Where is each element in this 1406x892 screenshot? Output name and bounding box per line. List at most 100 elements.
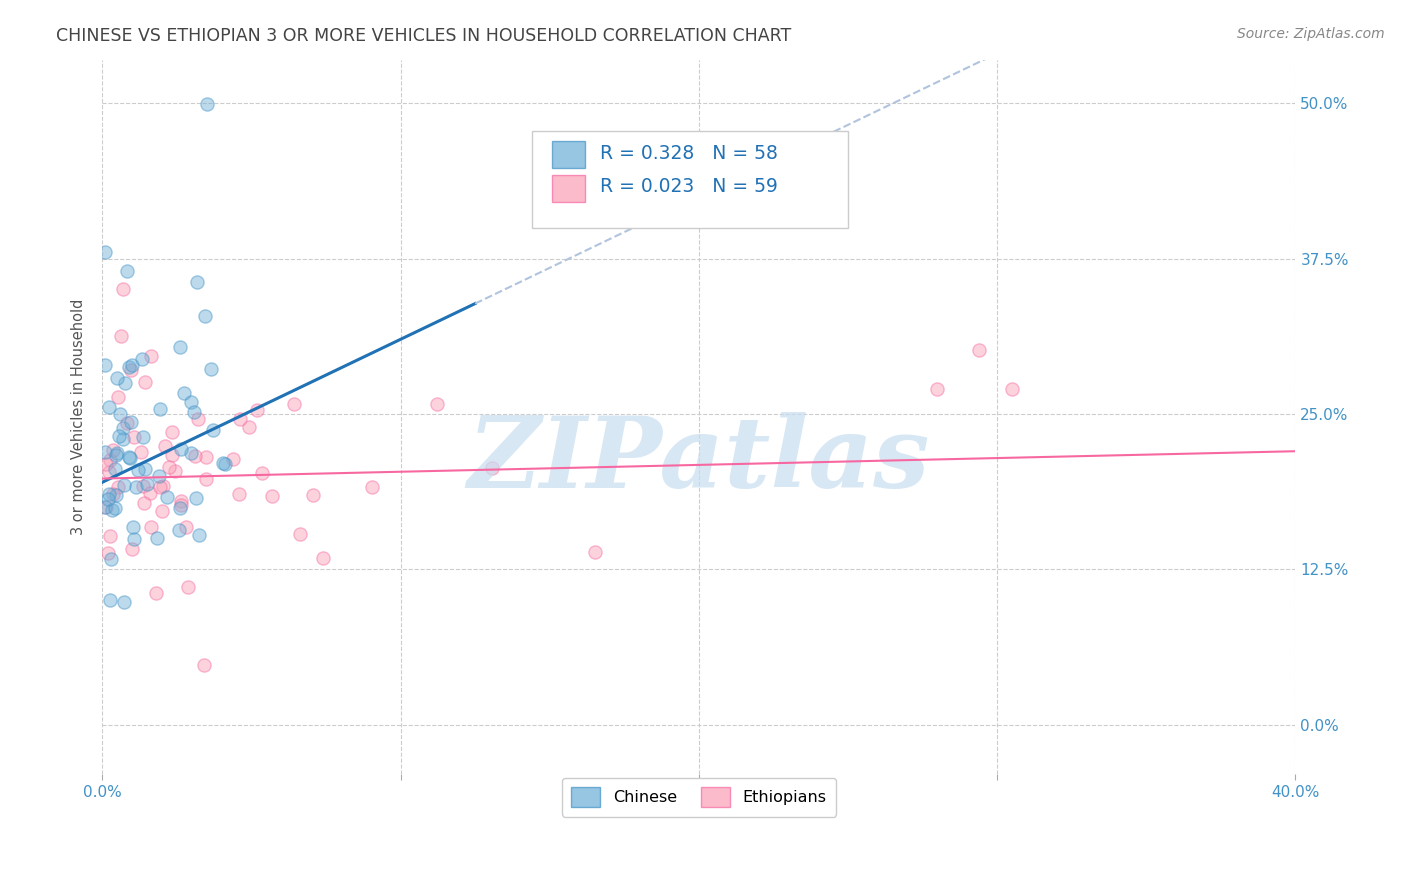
Point [184,449,207,463]
Point [118,450,141,464]
Point [120,363,142,377]
Point [183,404,205,418]
Point [170,498,193,512]
Point [136,477,159,491]
Point [129,445,152,459]
Point [125,480,148,494]
Point [214,457,236,471]
Point [149,480,172,494]
Point [288,527,311,541]
Point [105,371,128,385]
Point [177,580,200,594]
Point [187,412,209,426]
Point [312,551,335,566]
Point [174,519,197,533]
Point [111,432,134,446]
Point [180,395,202,409]
Point [153,439,176,453]
Point [98,528,121,542]
FancyBboxPatch shape [531,131,848,227]
Point [194,450,217,464]
Point [97,486,120,500]
Point [180,446,202,460]
Point [131,430,153,444]
Point [124,532,146,546]
Point [302,488,325,502]
Point [101,503,124,517]
Point [260,489,283,503]
Point [173,385,195,400]
Point [194,309,217,323]
Point [134,462,156,476]
Point [104,448,127,462]
Point [121,520,143,534]
Point [283,397,305,411]
Point [120,451,142,466]
Point [222,452,245,467]
Point [141,519,163,533]
Point [202,423,225,437]
Point [111,282,134,296]
Point [107,481,129,495]
Text: ZIPatlas: ZIPatlas [468,412,929,508]
Point [94,358,117,372]
Point [583,545,606,559]
Point [94,245,117,260]
Point [967,343,990,357]
FancyBboxPatch shape [553,175,585,202]
Point [121,358,143,372]
Point [200,362,222,376]
Point [98,452,121,467]
Point [111,420,134,434]
Point [122,430,145,444]
Point [169,340,191,354]
Point [246,402,269,417]
Point [927,382,949,396]
Point [96,500,118,514]
Point [108,408,131,422]
Point [118,359,141,374]
Point [152,503,174,517]
Point [104,500,127,515]
Y-axis label: 3 or more Vehicles in Household: 3 or more Vehicles in Household [72,299,86,535]
Point [186,491,208,505]
Point [100,593,122,607]
Point [167,523,190,537]
Point [110,328,132,343]
Point [132,479,155,493]
Point [145,586,167,600]
Point [115,416,138,430]
Point [104,461,127,475]
Point [139,349,162,363]
Point [131,351,153,366]
Point [165,464,187,478]
Point [121,542,143,557]
Legend: Chinese, Ethiopians: Chinese, Ethiopians [561,778,837,816]
Point [97,546,120,560]
Point [148,468,170,483]
Point [212,457,235,471]
Point [139,485,162,500]
Point [194,472,217,486]
Point [250,467,273,481]
Text: R = 0.328   N = 58: R = 0.328 N = 58 [600,144,778,162]
FancyBboxPatch shape [553,141,585,169]
Point [94,445,117,459]
Point [97,492,120,507]
Point [152,479,174,493]
Point [108,428,131,442]
Point [157,459,180,474]
Point [481,460,503,475]
Point [149,401,172,416]
Point [228,487,250,501]
Point [146,531,169,545]
Point [160,425,183,440]
Point [170,442,193,456]
Point [103,443,125,458]
Point [134,496,156,510]
Point [94,500,117,514]
Point [193,658,215,673]
Point [105,488,128,502]
Point [112,595,135,609]
Point [169,501,191,516]
